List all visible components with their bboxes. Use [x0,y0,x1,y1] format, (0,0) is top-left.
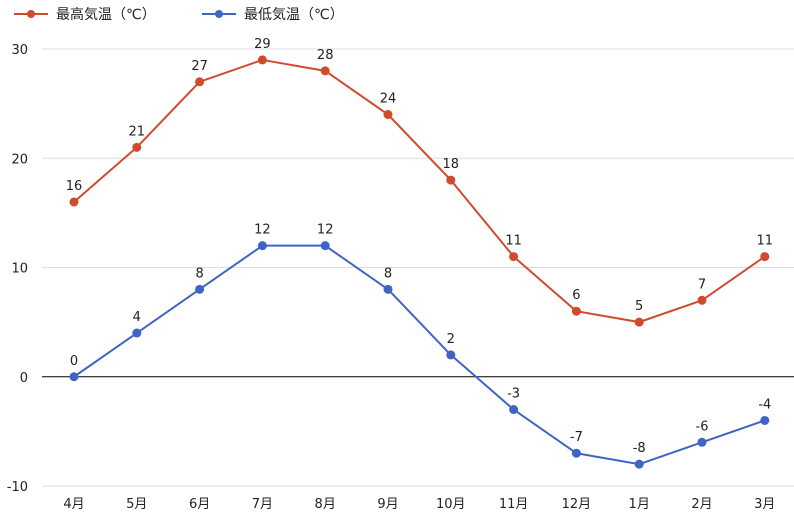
legend-item-min-temp[interactable]: 最低気温（℃） [202,7,344,23]
data-point [760,252,770,262]
data-label: 21 [129,124,146,139]
x-axis: 4月 5月 6月 7月 8月 9月 10月 11月 12月 1月 2月 3月 [63,497,775,512]
data-point [257,55,267,65]
data-point [132,328,142,338]
x-tick-label: 12月 [562,497,592,512]
data-label: 27 [191,59,208,74]
data-label: 5 [635,299,643,314]
data-label: 0 [70,354,78,369]
data-point [320,66,330,76]
data-point [383,110,393,120]
data-point [446,175,456,185]
series-group: 16 21 27 29 28 24 18 11 6 5 7 11 0 4 8 12 12 8 2 -3 -7 -8 -6 -4 [66,37,773,469]
x-tick-label: 10月 [436,497,466,512]
data-point [320,241,330,251]
data-point [69,372,79,382]
data-label: 11 [505,234,522,249]
data-label: 6 [572,288,580,303]
data-label: 12 [254,223,271,238]
x-tick-label: 2月 [691,497,712,512]
y-axis: 30 20 10 0 -10 [7,43,28,495]
data-label: 24 [380,92,397,107]
x-tick-label: 7月 [252,497,273,512]
y-tick-label: 30 [11,43,28,58]
data-label: -7 [570,430,583,445]
grid [42,48,794,487]
data-point [760,415,770,425]
data-label: 4 [133,310,141,325]
x-tick-label: 4月 [63,497,84,512]
data-label: 12 [317,223,334,238]
series-max-temp: 16 21 27 29 28 24 18 11 6 5 7 11 [66,37,773,327]
data-point [132,142,142,152]
data-label: 8 [195,266,203,281]
y-tick-label: 10 [11,262,28,277]
data-label: 28 [317,48,334,63]
data-label: -4 [758,397,771,412]
data-label: 16 [66,179,83,194]
data-point [195,77,205,87]
data-point [509,252,519,262]
data-point [69,197,79,207]
y-tick-label: 20 [11,152,28,167]
series-line [73,244,766,466]
legend-marker-max-temp [27,10,35,18]
data-point [257,241,267,251]
data-point [446,350,456,360]
legend: 最高気温（℃） 最低気温（℃） [14,6,344,23]
series-line [73,58,766,324]
data-label: 2 [447,332,455,347]
data-label: 18 [443,157,460,172]
data-label: 8 [384,266,392,281]
data-point [697,295,707,305]
legend-marker-min-temp [215,10,223,18]
x-tick-label: 3月 [754,497,775,512]
data-point [509,405,519,415]
data-point [195,284,205,294]
data-label: -3 [507,387,520,402]
data-label: -6 [696,419,709,434]
x-tick-label: 8月 [315,497,336,512]
x-tick-label: 11月 [499,497,529,512]
legend-item-max-temp[interactable]: 最高気温（℃） [14,6,156,23]
data-point [571,306,581,316]
legend-label-min-temp: 最低気温（℃） [244,7,344,23]
data-point [634,317,644,327]
x-tick-label: 9月 [377,497,398,512]
x-tick-label: 5月 [126,497,147,512]
x-tick-label: 6月 [189,497,210,512]
data-point [634,459,644,469]
data-label: 11 [757,234,774,249]
data-point [383,284,393,294]
data-label: 29 [254,37,271,52]
y-tick-label: -10 [7,480,28,495]
x-tick-label: 1月 [629,497,650,512]
data-point [697,437,707,447]
data-point [571,448,581,458]
data-label: -8 [633,441,646,456]
legend-label-max-temp: 最高気温（℃） [56,6,156,23]
series-min-temp: 0 4 8 12 12 8 2 -3 -7 -8 -6 -4 [69,223,771,469]
y-tick-label: 0 [20,371,28,386]
data-label: 7 [698,277,706,292]
